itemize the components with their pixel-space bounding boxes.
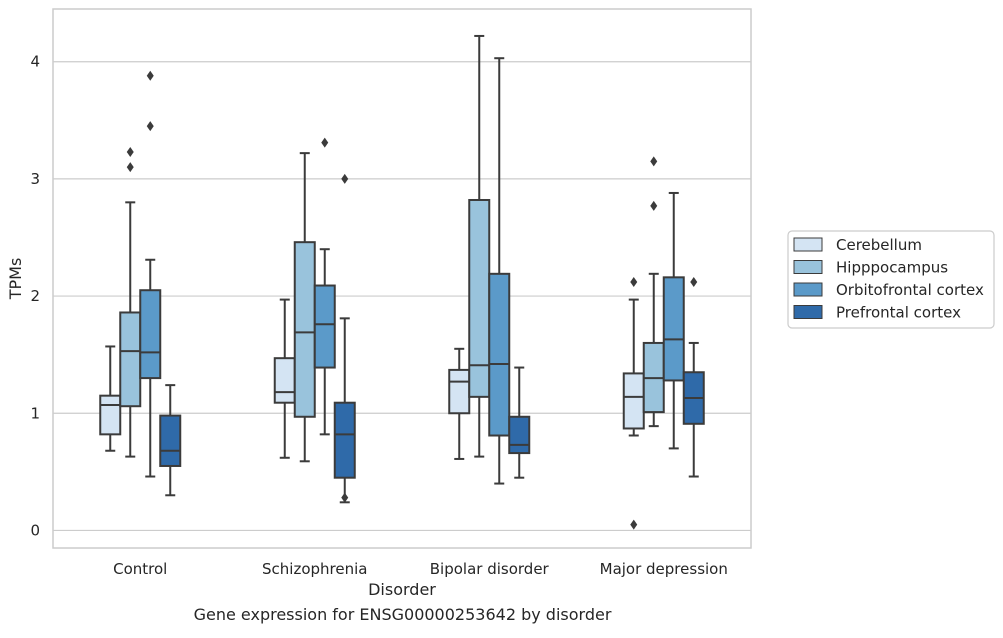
y-tick-label: 3 <box>30 170 40 188</box>
legend-swatch <box>793 260 823 274</box>
x-axis-label: Disorder <box>368 580 436 599</box>
box-3-2 <box>662 191 685 450</box>
plot-area <box>53 9 751 548</box>
outlier-point <box>630 277 638 288</box>
x-tick-label: Schizophrenia <box>262 560 367 578</box>
box-body <box>333 401 356 479</box>
outlier-point <box>650 156 658 167</box>
box-body <box>662 276 685 382</box>
legend-label: Orbitofrontal cortex <box>836 281 984 299</box>
y-tick-label: 2 <box>30 287 40 305</box>
plot-frame <box>52 8 752 549</box>
box-1-0 <box>273 298 296 459</box>
box-body <box>468 198 491 398</box>
y-tick-label: 0 <box>30 521 40 539</box>
legend-swatch <box>793 305 823 319</box>
outlier-point <box>146 121 154 132</box>
outlier-point <box>321 137 329 148</box>
box-0-3 <box>159 384 182 497</box>
box-body <box>313 284 336 369</box>
legend-label: Hipppocampus <box>836 259 948 277</box>
legend-swatch <box>793 282 823 297</box>
box-body <box>159 414 182 467</box>
box-1-2 <box>313 137 336 436</box>
outlier-point <box>690 277 698 288</box>
box-body <box>622 372 645 430</box>
outlier-point <box>650 200 658 211</box>
box-2-1 <box>468 34 491 458</box>
outlier-point <box>126 146 134 157</box>
box-body <box>273 357 296 404</box>
outlier-point <box>341 492 349 503</box>
x-tick-label: Major depression <box>600 560 728 578</box>
box-2-3 <box>508 366 531 479</box>
box-body <box>293 241 316 418</box>
figure-caption: Gene expression for ENSG00000253642 by d… <box>193 605 612 624</box>
box-3-1 <box>642 156 665 428</box>
box-body <box>99 394 122 436</box>
box-0-1 <box>119 146 142 458</box>
box-body <box>488 272 511 437</box>
x-tick-label: Bipolar disorder <box>430 560 550 578</box>
outlier-point <box>146 70 154 81</box>
legend-label: Cerebellum <box>836 236 922 254</box>
legend-box <box>787 230 995 329</box>
box-body <box>448 368 471 415</box>
outlier-point <box>630 519 638 530</box>
box-body <box>139 289 162 380</box>
box-0-0 <box>99 345 122 452</box>
box-body <box>119 311 142 408</box>
legend-label: Prefrontal cortex <box>836 304 961 322</box>
outlier-point <box>341 173 349 184</box>
box-body <box>508 415 531 455</box>
box-2-2 <box>488 57 511 485</box>
y-tick-label: 4 <box>30 53 40 71</box>
legend-swatch <box>793 237 823 252</box>
y-tick-label: 1 <box>30 404 40 422</box>
y-axis-label: TPMs <box>6 258 25 301</box>
x-tick-label: Control <box>113 560 167 578</box>
box-2-0 <box>448 347 471 460</box>
box-1-3 <box>333 173 356 504</box>
box-3-3 <box>682 277 705 478</box>
box-0-2 <box>139 70 162 478</box>
outlier-point <box>126 162 134 173</box>
